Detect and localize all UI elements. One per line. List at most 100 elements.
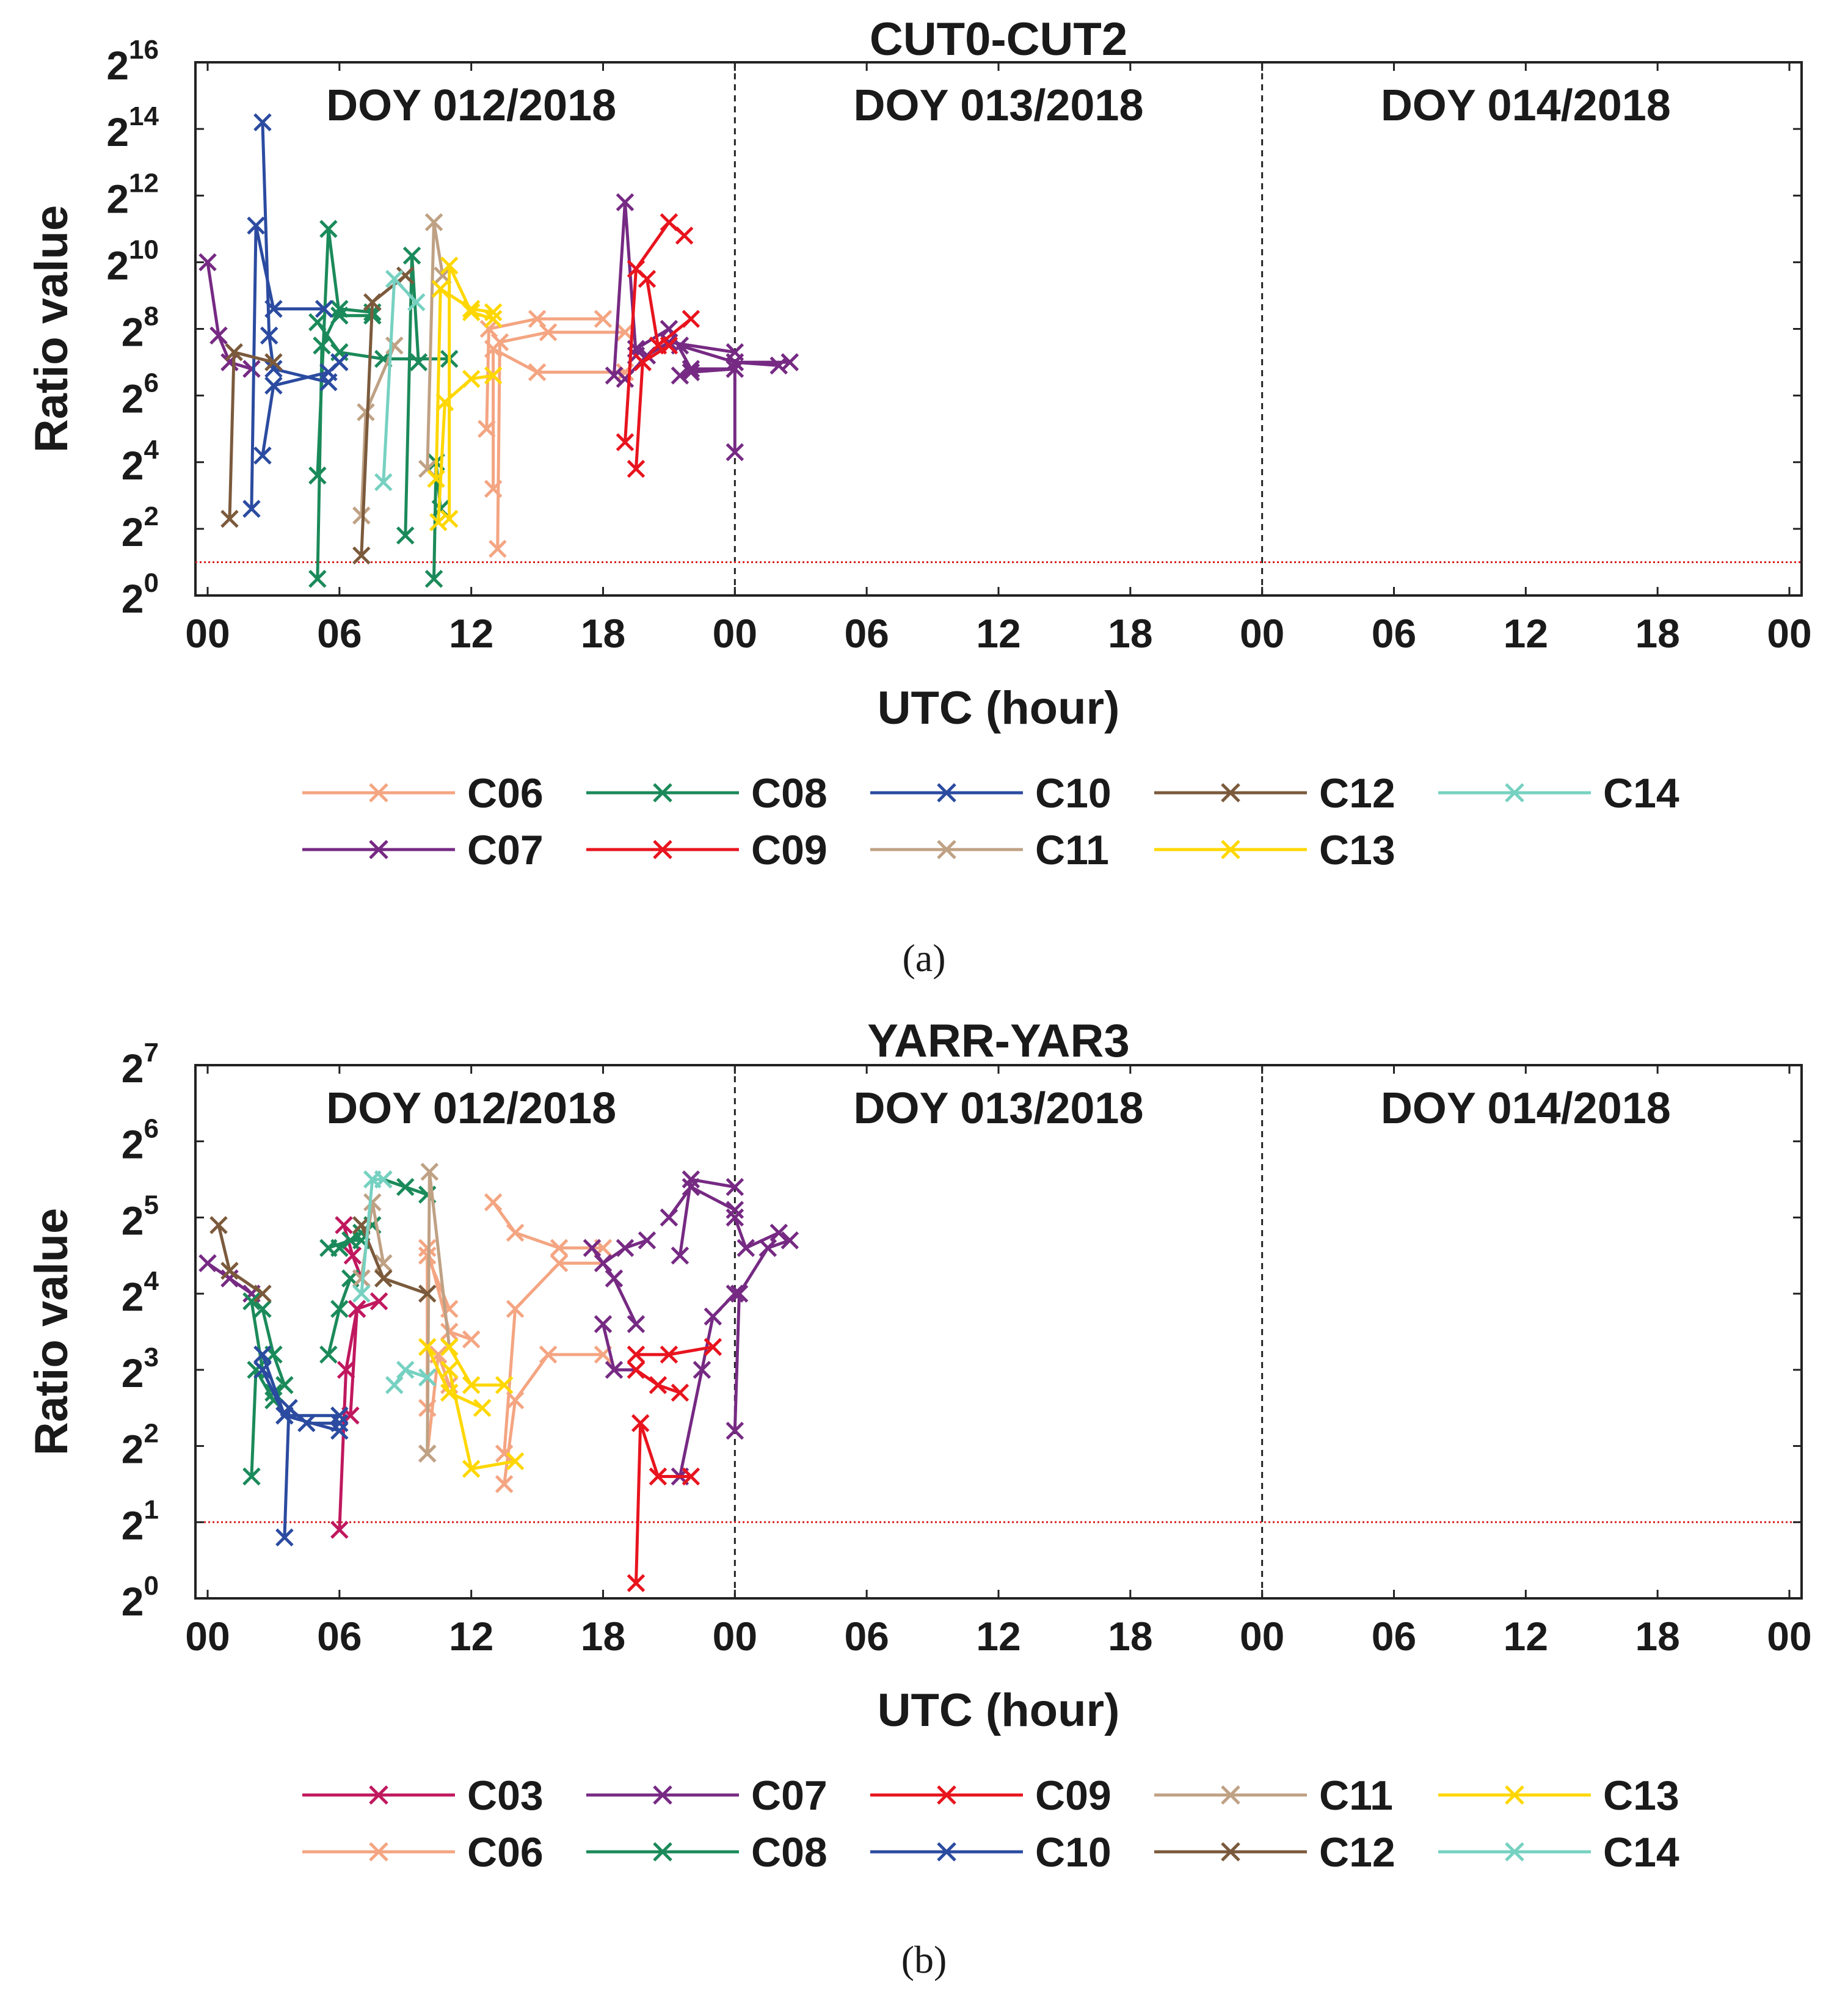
data-point-C13 bbox=[484, 310, 503, 328]
data-point-C10 bbox=[253, 446, 272, 465]
legend-marker bbox=[653, 840, 672, 859]
series-C13 bbox=[440, 1338, 514, 1394]
series-C09 bbox=[627, 1414, 700, 1592]
data-point-C08 bbox=[242, 1292, 261, 1311]
data-point-C03 bbox=[347, 1300, 366, 1318]
series-C09 bbox=[627, 1338, 722, 1364]
data-point-C07 bbox=[616, 1239, 635, 1258]
data-point-C11 bbox=[420, 1162, 439, 1181]
legend-item-C09: C09 bbox=[586, 827, 828, 873]
y-tick-exponent: 1 bbox=[144, 1495, 159, 1524]
series-line-C06 bbox=[485, 317, 603, 429]
data-point-C13 bbox=[440, 509, 459, 528]
data-point-C06 bbox=[490, 333, 509, 352]
data-point-C06 bbox=[489, 539, 507, 558]
data-point-C10 bbox=[260, 326, 278, 345]
data-point-C08 bbox=[409, 353, 428, 371]
data-point-C10 bbox=[319, 373, 338, 391]
data-point-C13 bbox=[462, 1376, 481, 1394]
data-point-C07 bbox=[769, 1223, 788, 1242]
data-point-C07 bbox=[671, 1247, 689, 1265]
y-tick-exponent: 4 bbox=[144, 435, 159, 465]
data-point-C12 bbox=[220, 1261, 239, 1280]
data-point-C09 bbox=[675, 226, 694, 245]
data-point-C13 bbox=[462, 370, 481, 388]
data-point-C08 bbox=[242, 1467, 261, 1486]
y-tick-base: 2 bbox=[122, 1502, 144, 1548]
data-point-C08 bbox=[275, 1376, 294, 1394]
day-label-1: DOY 013/2018 bbox=[853, 81, 1143, 130]
data-point-C07 bbox=[737, 1239, 755, 1258]
y-tick-exponent: 6 bbox=[144, 368, 159, 398]
y-tick-label-6: 26 bbox=[122, 1114, 159, 1167]
legend-label: C09 bbox=[1035, 1772, 1111, 1819]
series-line-C06 bbox=[492, 1201, 603, 1250]
data-point-C10 bbox=[253, 113, 272, 131]
data-point-C12 bbox=[363, 293, 382, 311]
x-tick-label-3: 18 bbox=[581, 1614, 625, 1659]
series-C07 bbox=[726, 1208, 788, 1258]
data-point-C14 bbox=[352, 1284, 371, 1303]
legend-marker bbox=[653, 1842, 672, 1862]
series-C06 bbox=[489, 323, 635, 558]
legend-marker bbox=[937, 1785, 956, 1805]
data-point-C08 bbox=[424, 569, 443, 588]
data-point-C10 bbox=[330, 1421, 349, 1440]
legend-marker bbox=[369, 840, 388, 859]
series-C07 bbox=[726, 1231, 799, 1440]
data-point-C08 bbox=[330, 1300, 349, 1318]
series-C12 bbox=[220, 343, 283, 528]
y-tick-exponent: 6 bbox=[144, 1114, 159, 1144]
legend: C03 C07 C09 C11 C13 C06 C08 C10 C12 C14 bbox=[302, 1772, 1679, 1876]
data-point-C06 bbox=[479, 319, 498, 338]
legend-marker bbox=[1505, 1842, 1524, 1862]
data-point-C08 bbox=[396, 1178, 415, 1196]
data-point-C10 bbox=[315, 299, 333, 318]
x-tick-label-8: 00 bbox=[1240, 1614, 1284, 1659]
data-point-C11 bbox=[363, 1193, 382, 1212]
data-point-C10 bbox=[275, 1406, 294, 1425]
legend-item-C11: C11 bbox=[870, 827, 1109, 873]
data-point-C13 bbox=[473, 1399, 492, 1417]
plot-frame bbox=[194, 61, 1803, 597]
x-tick-label-7: 18 bbox=[1108, 611, 1152, 656]
data-point-C09 bbox=[660, 213, 678, 231]
series-line-C09 bbox=[635, 1421, 691, 1584]
data-point-C09 bbox=[660, 1345, 678, 1364]
data-point-C08 bbox=[308, 569, 327, 588]
data-point-C13 bbox=[506, 1452, 525, 1471]
y-tick-exponent: 3 bbox=[144, 1342, 159, 1372]
data-point-C11 bbox=[424, 213, 443, 231]
data-point-C09 bbox=[649, 337, 668, 355]
data-point-C09 bbox=[671, 1383, 689, 1402]
data-point-C07 bbox=[769, 356, 788, 375]
legend-marker bbox=[1221, 1842, 1240, 1862]
data-point-C09 bbox=[627, 1574, 646, 1592]
data-point-C07 bbox=[726, 360, 744, 378]
legend-marker bbox=[369, 1785, 388, 1805]
y-tick-base: 2 bbox=[106, 43, 129, 88]
data-point-C07 bbox=[682, 1170, 700, 1189]
data-point-C08 bbox=[330, 299, 349, 318]
x-axis-label: UTC (hour) bbox=[878, 682, 1120, 734]
legend-label: C06 bbox=[467, 1829, 544, 1876]
data-point-C06 bbox=[539, 323, 558, 341]
series-C14 bbox=[352, 1170, 393, 1303]
y-tick-base: 2 bbox=[122, 1046, 144, 1091]
data-point-C08 bbox=[313, 337, 331, 355]
y-tick-label-1: 21 bbox=[122, 1495, 159, 1548]
y-tick-exponent: 16 bbox=[129, 35, 159, 65]
data-point-C06 bbox=[418, 1239, 437, 1258]
series-C10 bbox=[242, 216, 333, 518]
chart-1: YARR-YAR3 DOY 012/2018 DOY 013/2018 DOY 014… bbox=[26, 1015, 1812, 1981]
data-point-C06 bbox=[440, 1322, 459, 1341]
data-point-C08 bbox=[402, 246, 421, 265]
data-point-C06 bbox=[418, 1247, 437, 1265]
legend-marker bbox=[1505, 1785, 1524, 1805]
data-point-C12 bbox=[225, 343, 243, 362]
legend-marker bbox=[1221, 783, 1240, 803]
legend-item-C13: C13 bbox=[1438, 1772, 1679, 1819]
x-tick-label-11: 18 bbox=[1635, 1614, 1679, 1659]
data-point-C10 bbox=[253, 1361, 272, 1379]
series-line-C10 bbox=[250, 224, 324, 509]
